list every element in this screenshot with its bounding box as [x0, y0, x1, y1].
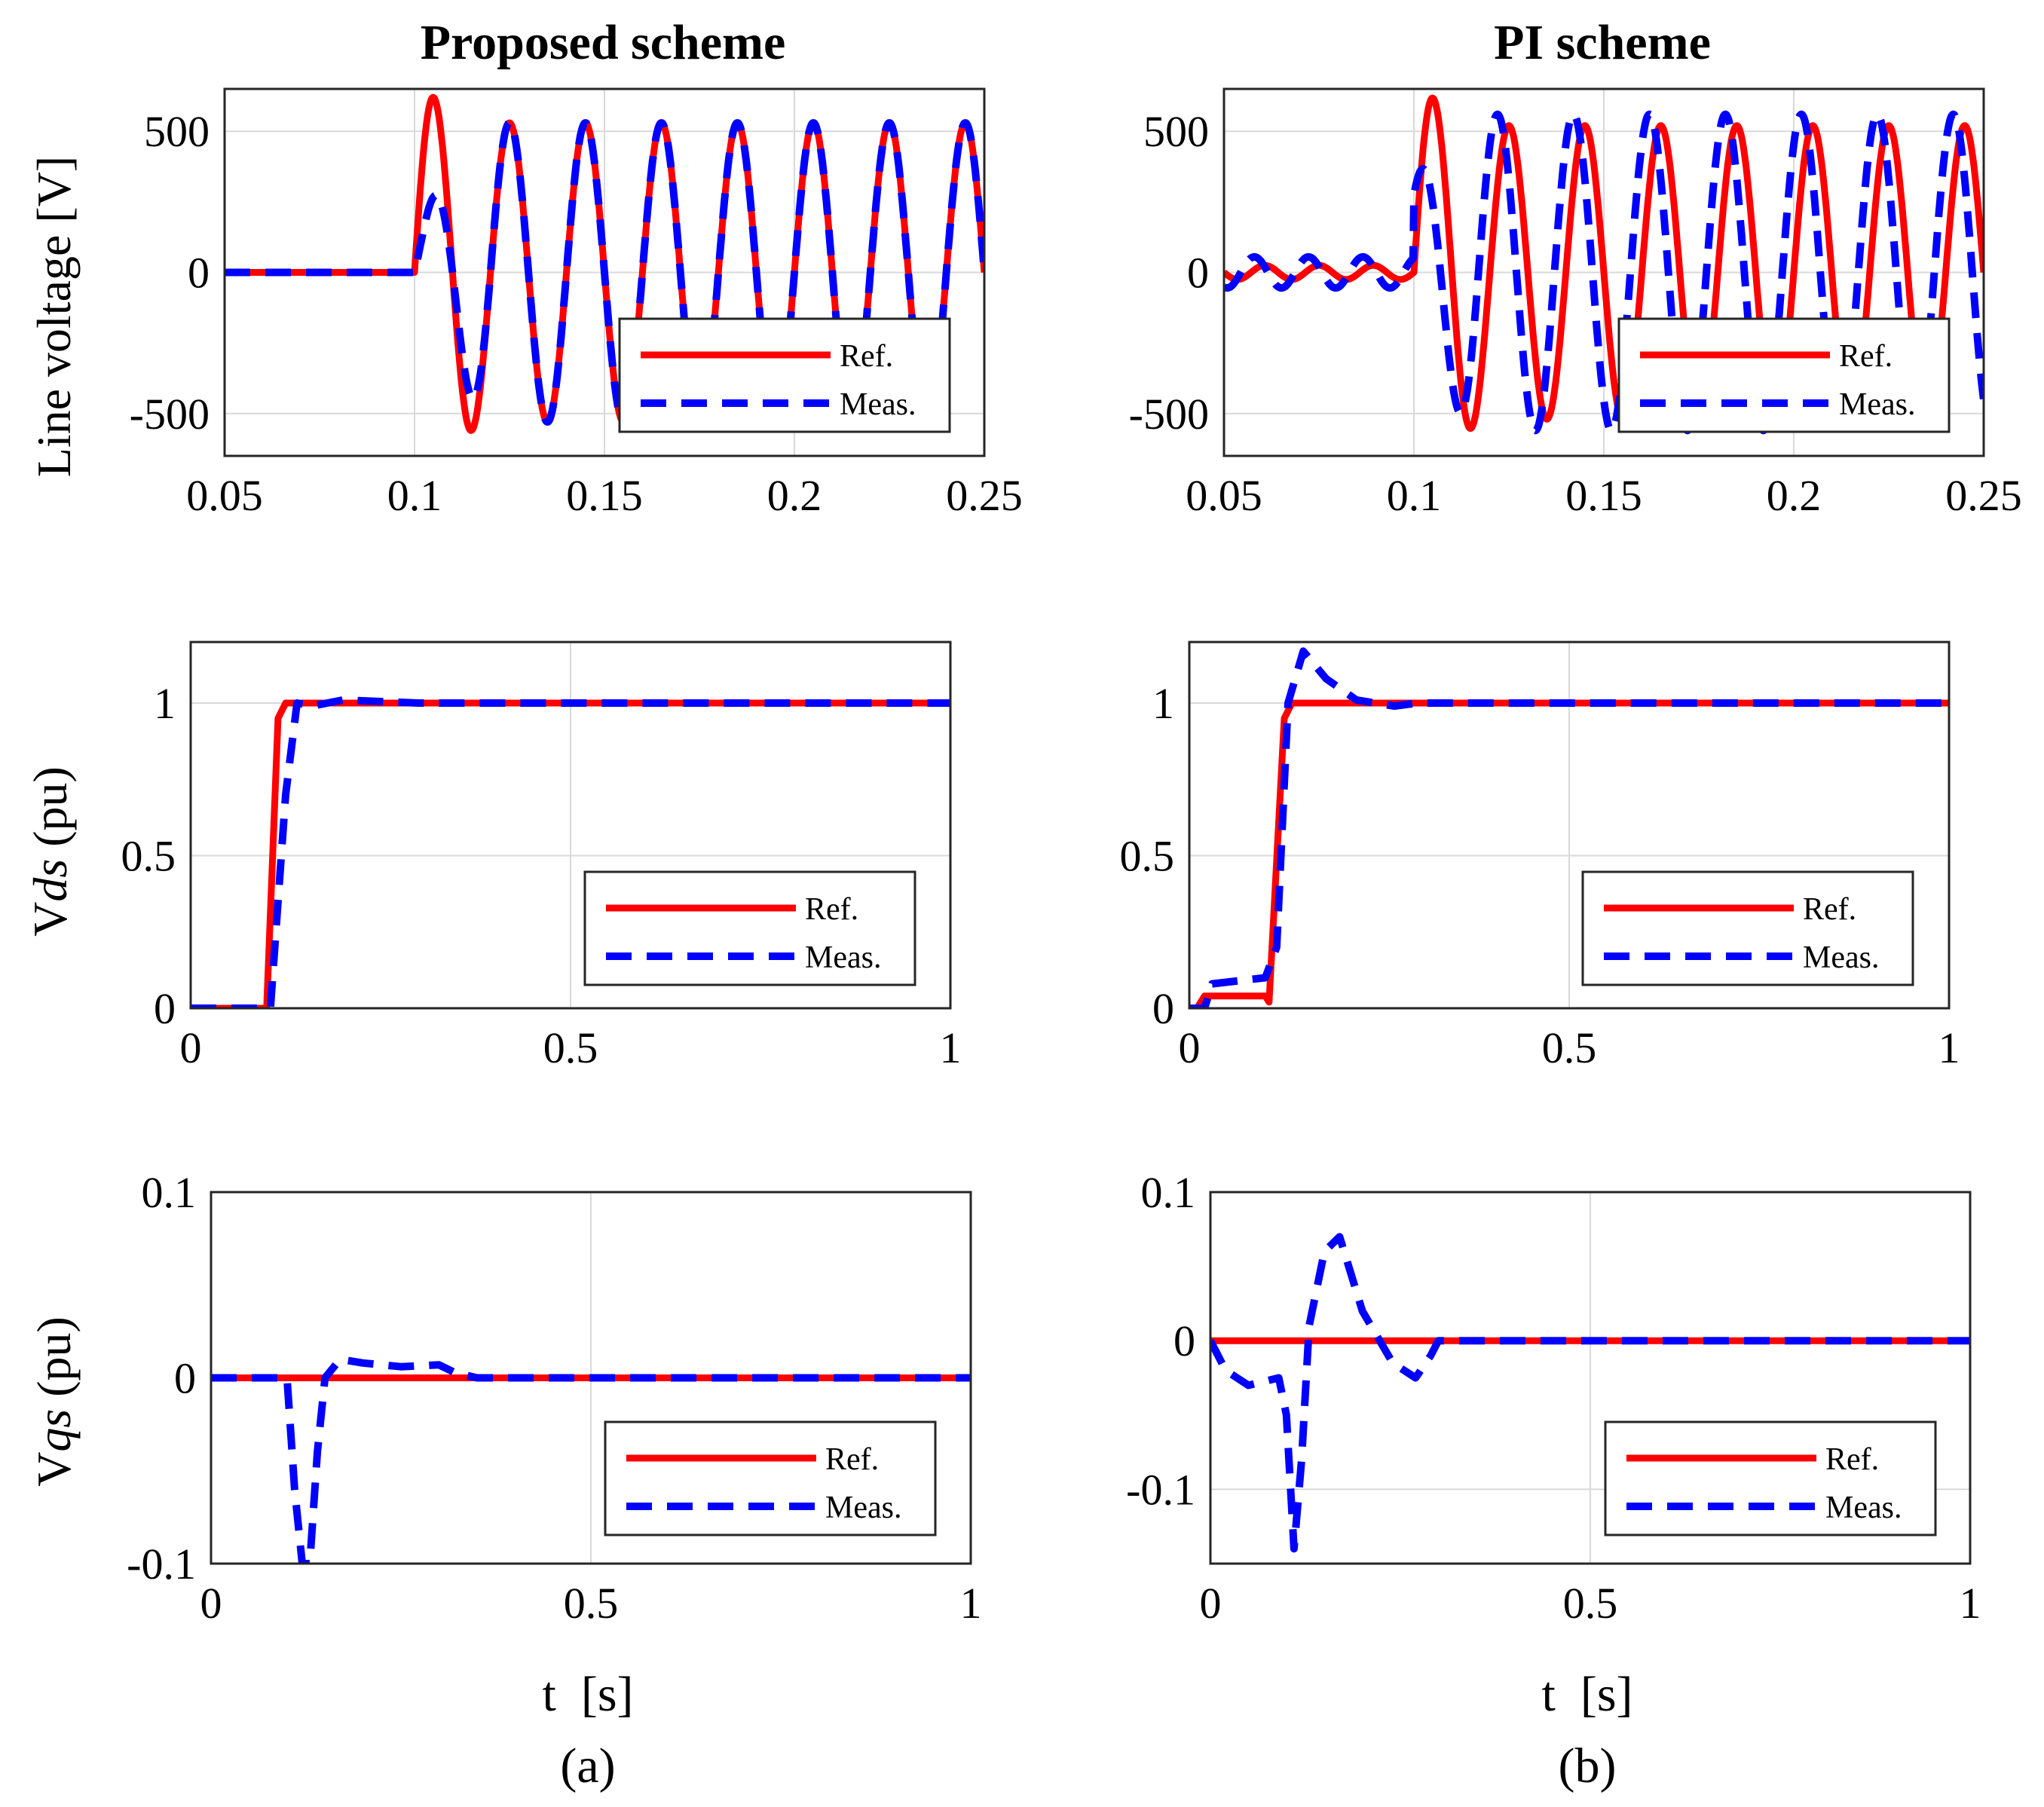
- legend-label: Meas.: [1825, 1491, 1902, 1525]
- xlabel-time-a: t [s]: [543, 1667, 634, 1722]
- y-tick-label: 1: [1152, 679, 1174, 728]
- series-line-meas: [1224, 110, 1984, 435]
- legend-label: Meas.: [1803, 940, 1879, 975]
- y-tick-label: 0: [1173, 1316, 1195, 1365]
- y-tick-label: -0.1: [127, 1539, 196, 1588]
- x-tick-label: 0.1: [387, 471, 442, 520]
- panel-label-a: (a): [560, 1738, 615, 1793]
- x-tick-label: 0.25: [946, 471, 1023, 520]
- x-tick-label: 0.5: [564, 1579, 619, 1628]
- legend-box: [1617, 317, 1951, 433]
- title-pi-scheme: PI scheme: [1494, 15, 1711, 70]
- series-line-meas: [191, 696, 950, 1008]
- axes-frame: [210, 1191, 972, 1565]
- ylabel-vqs: Vqs (pu): [27, 1316, 81, 1487]
- legend-label: Ref.: [805, 892, 858, 927]
- y-tick-label: 0.5: [1120, 832, 1175, 881]
- x-tick-label: 0.05: [186, 471, 263, 520]
- legend-label: Ref.: [1825, 1442, 1879, 1477]
- xlabel-time-b: t [s]: [1542, 1667, 1633, 1722]
- y-tick-label: 500: [144, 107, 210, 156]
- x-tick-label: 0.2: [1767, 471, 1822, 520]
- y-tick-label: 500: [1143, 107, 1209, 156]
- panel-label-b: (b): [1559, 1738, 1617, 1793]
- ylabel-line-voltage: Line voltage [V]: [27, 156, 81, 478]
- axes-frame: [1222, 87, 1985, 457]
- y-tick-label: 0: [1152, 984, 1174, 1033]
- series-line-ref: [191, 699, 950, 1008]
- legend-box: [618, 317, 951, 433]
- legend: Ref. Meas.: [618, 317, 951, 433]
- x-tick-label: 0.15: [1565, 471, 1642, 520]
- series-group: [211, 1355, 971, 1564]
- legend-label: Meas.: [1839, 387, 1915, 422]
- y-tick-label: 0: [154, 984, 176, 1033]
- x-tick-label: 1: [960, 1579, 982, 1628]
- legend: Ref. Meas.: [1581, 870, 1914, 986]
- x-tick-label: 0: [1179, 1023, 1201, 1072]
- legend: Ref. Meas.: [583, 870, 916, 986]
- ylabel-vds: Vds (pu): [23, 766, 77, 937]
- x-tick-label: 1: [1960, 1579, 1981, 1628]
- axes-a2: 0 0.5 1 1 0.5 0 Ref. Meas.: [121, 641, 962, 1072]
- x-tick-label: 0: [1200, 1579, 1222, 1628]
- x-tick-label: 0.25: [1945, 471, 2022, 520]
- legend-label: Meas.: [840, 387, 916, 422]
- y-tick-label: -500: [130, 390, 210, 439]
- legend-box: [583, 870, 916, 986]
- y-tick-label: 0: [174, 1354, 196, 1403]
- legend-box: [1604, 1420, 1937, 1536]
- series-group: [1189, 647, 1949, 1008]
- y-tick-label: 1: [154, 679, 176, 728]
- axes-a1: 0.05 0.1 0.15 0.2 0.25 500 0 -500 Ref. Meas.: [130, 87, 1023, 520]
- series-line-meas: [211, 1355, 971, 1564]
- series-group: [1210, 1233, 1970, 1553]
- axes-frame: [223, 87, 986, 457]
- legend-label: Meas.: [805, 940, 881, 975]
- legend-box: [1581, 870, 1914, 986]
- legend: Ref. Meas.: [604, 1420, 937, 1536]
- axes-b1: 0.05 0.1 0.15 0.2 0.25 500 0 -500 Ref. Meas.: [1129, 87, 2022, 520]
- series-line-meas: [1189, 647, 1949, 1008]
- y-tick-label: 0.1: [142, 1168, 197, 1217]
- x-tick-label: 0.5: [543, 1023, 598, 1072]
- axes-frame: [189, 641, 952, 1010]
- y-tick-label: 0.5: [121, 832, 176, 881]
- axes-b2: 0 0.5 1 1 0.5 0 Ref. Meas.: [1120, 641, 1960, 1072]
- legend-label: Meas.: [825, 1491, 901, 1525]
- legend-label: Ref.: [825, 1442, 879, 1477]
- x-tick-label: 0.5: [1542, 1023, 1597, 1072]
- y-tick-label: 0: [188, 249, 210, 298]
- x-tick-label: 0.2: [767, 471, 822, 520]
- legend: Ref. Meas.: [1604, 1420, 1937, 1536]
- axes-b3: 0 0.5 1 0.1 0 -0.1 Ref. Meas.: [1126, 1168, 1981, 1628]
- x-tick-label: 0.5: [1563, 1579, 1618, 1628]
- x-tick-label: 0.1: [1387, 471, 1442, 520]
- legend-label: Ref.: [1839, 339, 1893, 374]
- x-tick-label: 0.05: [1186, 471, 1262, 520]
- legend-label: Ref.: [1803, 892, 1856, 927]
- y-tick-label: 0: [1187, 249, 1209, 298]
- x-tick-label: 0.15: [566, 471, 643, 520]
- y-tick-label: -0.1: [1126, 1465, 1195, 1514]
- x-tick-label: 1: [1938, 1023, 1960, 1072]
- title-proposed-scheme: Proposed scheme: [421, 15, 786, 70]
- y-tick-label: -500: [1129, 390, 1209, 439]
- legend: Ref. Meas.: [1617, 317, 1951, 433]
- x-tick-label: 0: [180, 1023, 202, 1072]
- legend-box: [604, 1420, 937, 1536]
- axes-frame: [1209, 1191, 1972, 1565]
- legend-label: Ref.: [840, 339, 893, 374]
- x-tick-label: 0: [200, 1579, 222, 1628]
- x-tick-label: 1: [940, 1023, 962, 1072]
- y-tick-label: 0.1: [1141, 1168, 1196, 1217]
- axes-frame: [1188, 641, 1951, 1010]
- series-group: [191, 696, 950, 1008]
